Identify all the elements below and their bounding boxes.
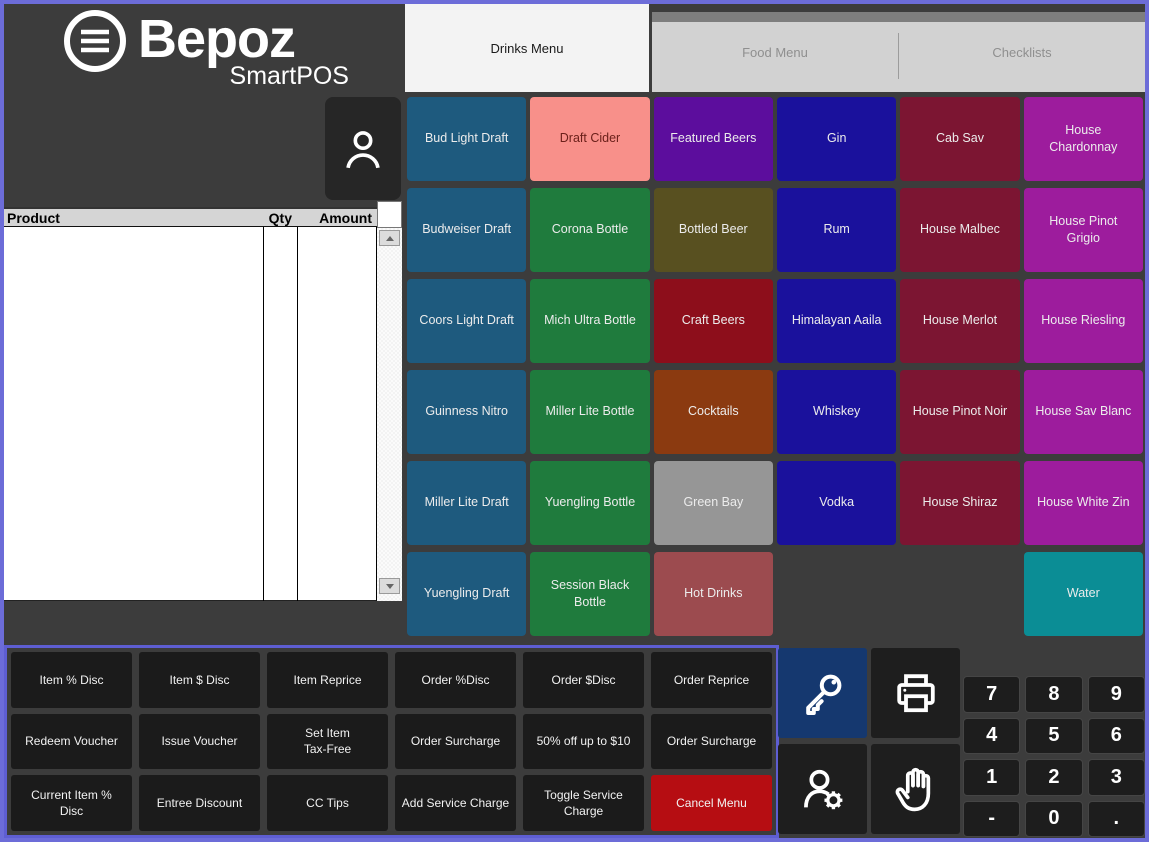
menu-item-button[interactable]: Cocktails [653, 370, 773, 454]
function-button[interactable]: Order Surcharge [651, 713, 772, 770]
menu-item-button[interactable]: House Riesling [1023, 279, 1143, 363]
function-button[interactable]: Order Surcharge [395, 713, 516, 770]
menu-item-button[interactable]: Yuengling Bottle [530, 461, 650, 545]
menu-item-button[interactable]: Corona Bottle [530, 188, 650, 272]
person-icon [346, 130, 380, 168]
scroll-up-icon[interactable] [379, 230, 400, 246]
menu-item-button[interactable]: Miller Lite Draft [407, 461, 527, 545]
menu-item-button[interactable]: Vodka [777, 461, 897, 545]
menu-item-button[interactable]: Yuengling Draft [407, 552, 527, 636]
menu-item-button[interactable]: Craft Beers [653, 279, 773, 363]
function-button[interactable]: Order Reprice [651, 652, 772, 708]
menu-item-button[interactable]: House Pinot Noir [900, 370, 1020, 454]
menu-item-button[interactable]: Bottled Beer [653, 188, 773, 272]
function-button[interactable]: Set Item Tax-Free [267, 713, 388, 770]
function-button[interactable]: Item % Disc [11, 652, 132, 708]
menu-item-button[interactable]: House Shiraz [900, 461, 1020, 545]
function-button[interactable]: Current Item % Disc [11, 775, 132, 831]
user-settings-icon [803, 769, 842, 810]
menu-item-button[interactable]: Water [1023, 552, 1143, 636]
menu-item-button[interactable]: Session Black Bottle [530, 552, 650, 636]
numpad-key[interactable]: 8 [1025, 676, 1083, 713]
printer-icon [896, 674, 935, 713]
function-button[interactable]: Redeem Voucher [11, 713, 132, 770]
numpad-key[interactable]: 1 [963, 759, 1021, 796]
numpad-key[interactable]: - [963, 800, 1021, 837]
menu-item-button[interactable]: Green Bay [653, 461, 773, 545]
function-button[interactable]: Cancel Menu [651, 775, 772, 831]
print-button[interactable] [871, 648, 960, 738]
hamburger-circle-icon [64, 10, 126, 72]
function-button[interactable]: Item Reprice [267, 652, 388, 708]
menu-item-button[interactable]: Bud Light Draft [407, 97, 527, 181]
lock-key-button[interactable] [778, 648, 867, 738]
table-corner [377, 201, 402, 228]
function-button[interactable]: Item $ Disc [139, 652, 260, 708]
menu-item-button[interactable]: Gin [777, 97, 897, 181]
menu-item-button[interactable]: Budweiser Draft [407, 188, 527, 272]
function-button[interactable]: CC Tips [267, 775, 388, 831]
user-settings-button[interactable] [778, 744, 867, 834]
column-header-amount: Amount [319, 209, 372, 226]
function-button[interactable]: 50% off up to $10 [523, 713, 644, 770]
numpad-key[interactable]: 0 [1025, 800, 1083, 837]
function-button[interactable]: Entree Discount [139, 775, 260, 831]
numpad-key[interactable]: 9 [1087, 676, 1145, 713]
function-button[interactable]: Add Service Charge [395, 775, 516, 831]
menu-item-button[interactable]: House Malbec [900, 188, 1020, 272]
order-list[interactable] [4, 227, 377, 601]
menu-grid: Bud Light Draft Draft Cider Featured Beers… [405, 94, 1145, 645]
menu-item-button[interactable]: Miller Lite Bottle [530, 370, 650, 454]
hold-button[interactable] [871, 744, 960, 834]
menu-item-button[interactable]: House White Zin [1023, 461, 1143, 545]
column-header-qty: Qty [268, 209, 292, 226]
menu-item-button[interactable]: Rum [777, 188, 897, 272]
numpad-key[interactable]: 6 [1087, 717, 1145, 754]
operator-button[interactable] [325, 97, 401, 200]
tab-checklists[interactable]: Checklists [992, 44, 1052, 60]
numpad-key[interactable]: 7 [963, 676, 1021, 713]
table-header: Product Qty Amount [4, 207, 377, 227]
order-list-scrollbar[interactable] [377, 228, 402, 601]
numpad-key[interactable]: 5 [1025, 717, 1083, 754]
menu-item-button[interactable]: Hot Drinks [653, 552, 773, 636]
tab-drinks-menu[interactable]: Drinks Menu [405, 4, 649, 92]
numpad-key[interactable]: . [1087, 800, 1145, 837]
menu-item-button[interactable]: House Chardonnay [1023, 97, 1143, 181]
function-button[interactable]: Order $Disc [523, 652, 644, 708]
function-button[interactable]: Toggle Service Charge [523, 775, 644, 831]
menu-item-button[interactable]: House Sav Blanc [1023, 370, 1143, 454]
scroll-down-icon[interactable] [379, 578, 400, 594]
brand-name: Bepoz [138, 9, 296, 69]
menu-item-button[interactable]: House Pinot Grigio [1023, 188, 1143, 272]
menu-item-button[interactable]: Guinness Nitro [407, 370, 527, 454]
function-button[interactable]: Order %Disc [395, 652, 516, 708]
menu-item-button[interactable]: Draft Cider [530, 97, 650, 181]
numpad-key[interactable]: 4 [963, 717, 1021, 754]
menu-item-button[interactable]: House Merlot [900, 279, 1020, 363]
menu-item-button[interactable]: Featured Beers [653, 97, 773, 181]
tab-food-menu[interactable]: Food Menu [742, 44, 808, 60]
menu-item-button[interactable]: Mich Ultra Bottle [530, 279, 650, 363]
function-button[interactable]: Issue Voucher [139, 713, 260, 770]
key-icon [805, 674, 841, 715]
menu-item-button[interactable]: Coors Light Draft [407, 279, 527, 363]
column-header-product: Product [7, 209, 60, 226]
stop-hand-icon [895, 767, 930, 812]
numpad-key[interactable]: 3 [1087, 759, 1145, 796]
menu-item-button[interactable]: Cab Sav [900, 97, 1020, 181]
brand-subtitle: SmartPOS [229, 62, 349, 90]
menu-item-button[interactable]: Whiskey [777, 370, 897, 454]
menu-tabbar: Drinks Menu Food Menu Checklists [405, 4, 1145, 92]
numpad-key[interactable]: 2 [1025, 759, 1083, 796]
function-panel: Item % Disc Item $ Disc Item Reprice Order … [4, 645, 779, 838]
menu-item-button[interactable]: Himalayan Aaila [777, 279, 897, 363]
order-table: Product Qty Amount [4, 201, 402, 604]
